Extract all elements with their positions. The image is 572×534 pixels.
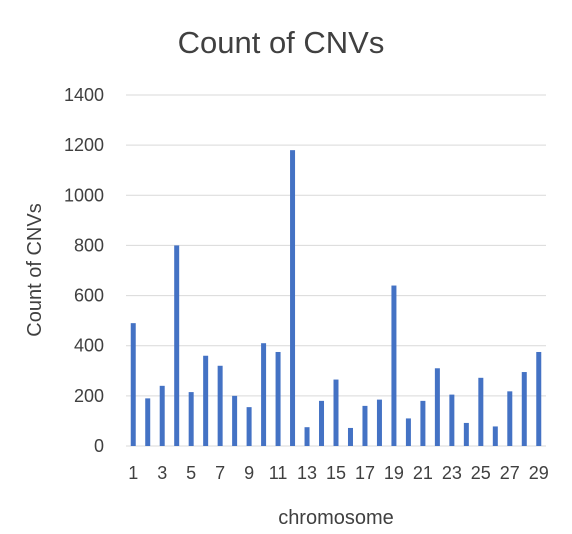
bar-chromosome-29	[536, 351, 542, 446]
x-tick-label: 25	[471, 463, 491, 483]
x-tick-label: 23	[442, 463, 462, 483]
x-tick-label: 7	[215, 463, 225, 483]
bar-chromosome-25	[478, 377, 484, 446]
bar-chromosome-11	[275, 351, 281, 446]
y-tick-label: 800	[74, 235, 104, 255]
x-tick-label: 21	[413, 463, 433, 483]
x-tick-label: 29	[529, 463, 549, 483]
x-tick-label: 9	[244, 463, 254, 483]
bar-chromosome-7	[217, 365, 223, 446]
x-tick-label: 19	[384, 463, 404, 483]
chart-title: Count of CNVs	[178, 25, 385, 60]
x-tick-label: 15	[326, 463, 346, 483]
y-tick-label: 1400	[64, 85, 104, 105]
y-tick-label: 600	[74, 286, 104, 306]
bar-chromosome-22	[434, 368, 440, 446]
bar-chromosome-24	[463, 422, 469, 446]
y-tick-label: 1200	[64, 135, 104, 155]
bar-chromosome-12	[290, 150, 296, 446]
bar-chromosome-1	[130, 323, 136, 446]
bar-chromosome-18	[376, 399, 382, 446]
x-tick-label: 1	[128, 463, 138, 483]
bar-chromosome-27	[507, 391, 513, 446]
bar-chromosome-4	[174, 245, 180, 446]
bar-chromosome-14	[319, 400, 325, 446]
bar-chromosome-8	[232, 395, 238, 446]
bar-chromosome-6	[203, 355, 209, 446]
bar-chromosome-23	[449, 394, 455, 446]
x-tick-label: 13	[297, 463, 317, 483]
y-tick-label: 200	[74, 386, 104, 406]
x-tick-label: 5	[186, 463, 196, 483]
y-tick-label: 1000	[64, 185, 104, 205]
bar-chromosome-16	[347, 427, 353, 446]
bar-chromosome-10	[261, 343, 267, 446]
bar-chromosome-19	[391, 285, 397, 446]
bar-chromosome-2	[145, 398, 151, 446]
bar-chromosome-5	[188, 392, 194, 446]
bar-chromosome-26	[492, 426, 498, 446]
bar-chromosome-28	[521, 372, 527, 446]
gridlines	[126, 94, 546, 447]
x-tick-label: 27	[500, 463, 520, 483]
y-axis-label: Count of CNVs	[24, 203, 46, 336]
bar-chromosome-13	[304, 427, 310, 446]
bar-chromosome-3	[159, 385, 165, 446]
y-tick-label: 400	[74, 336, 104, 356]
bars	[130, 150, 542, 446]
x-tick-label: 17	[355, 463, 375, 483]
bar-chromosome-15	[333, 379, 339, 446]
bar-chromosome-9	[246, 407, 252, 446]
x-axis-ticks: 1 3 5 7 9 11 13 15 17 19 21 23 25 27 29	[128, 463, 549, 483]
x-tick-label: 11	[269, 463, 288, 483]
bar-chromosome-17	[362, 405, 368, 446]
bar-chromosome-21	[420, 400, 426, 446]
x-tick-label: 3	[157, 463, 167, 483]
y-tick-label: 0	[94, 436, 104, 456]
bar-chromosome-20	[405, 418, 411, 446]
x-axis-label: chromosome	[278, 507, 394, 529]
y-axis-ticks: 0 200 400 600 800 1000 1200 1400	[64, 85, 104, 456]
